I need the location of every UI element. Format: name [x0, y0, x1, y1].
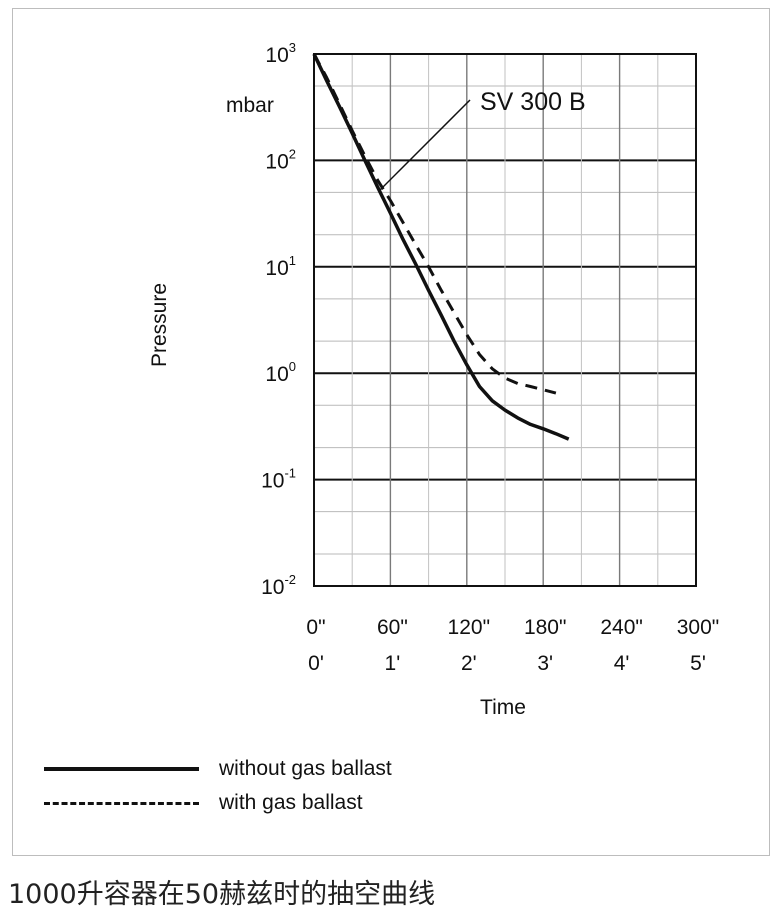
- plot-area-border: [313, 53, 697, 587]
- x-tick-label-seconds: 180": [524, 616, 567, 639]
- legend-label-solid: without gas ballast: [219, 757, 392, 780]
- legend-label-dashed: with gas ballast: [219, 791, 363, 814]
- y-tick-label: 102: [265, 146, 296, 173]
- legend-item-dashed: with gas ballast: [44, 786, 392, 820]
- y-tick-label: 100: [265, 359, 296, 386]
- x-tick-label-seconds: 0": [306, 616, 325, 639]
- x-tick-label-minutes: 5': [690, 652, 706, 675]
- series-line-1: [312, 53, 557, 395]
- x-tick-label-minutes: 4': [614, 652, 630, 675]
- x-tick-label-minutes: 1': [385, 652, 401, 675]
- annotation-label: SV 300 B: [480, 88, 586, 116]
- legend: without gas ballast with gas ballast: [44, 752, 392, 820]
- y-tick-label: 103: [265, 40, 296, 67]
- annotation-leader-line: [379, 99, 471, 191]
- x-tick-label-minutes: 0': [308, 652, 324, 675]
- series-group: [312, 53, 570, 441]
- x-tick-labels: 0" 60" 120" 180" 240" 300" 0' 1' 2' 3' 4' 5': [306, 616, 719, 675]
- legend-item-solid: without gas ballast: [44, 752, 392, 786]
- series-line-0: [312, 53, 570, 441]
- y-unit-label: mbar: [226, 94, 274, 117]
- x-tick-label-minutes: 2': [461, 652, 477, 675]
- x-tick-label-minutes: 3': [537, 652, 553, 675]
- y-tick-label: 101: [265, 253, 296, 280]
- legend-swatch-solid: [44, 767, 199, 771]
- y-axis-title: Pressure: [148, 283, 171, 367]
- x-tick-label-seconds: 300": [677, 616, 720, 639]
- x-axis-title: Time: [480, 696, 526, 719]
- x-tick-label-seconds: 240": [600, 616, 643, 639]
- y-tick-label: 10-1: [261, 466, 296, 493]
- y-tick-labels: 103 102 101 100 10-1 10-2: [261, 40, 296, 599]
- y-tick-label: 10-2: [261, 572, 296, 599]
- x-tick-label-seconds: 60": [377, 616, 408, 639]
- figure-caption: 1000升容器在50赫兹时的抽空曲线: [8, 879, 436, 910]
- grid: [314, 54, 696, 586]
- legend-swatch-dashed: [44, 801, 199, 805]
- x-tick-label-seconds: 120": [448, 616, 491, 639]
